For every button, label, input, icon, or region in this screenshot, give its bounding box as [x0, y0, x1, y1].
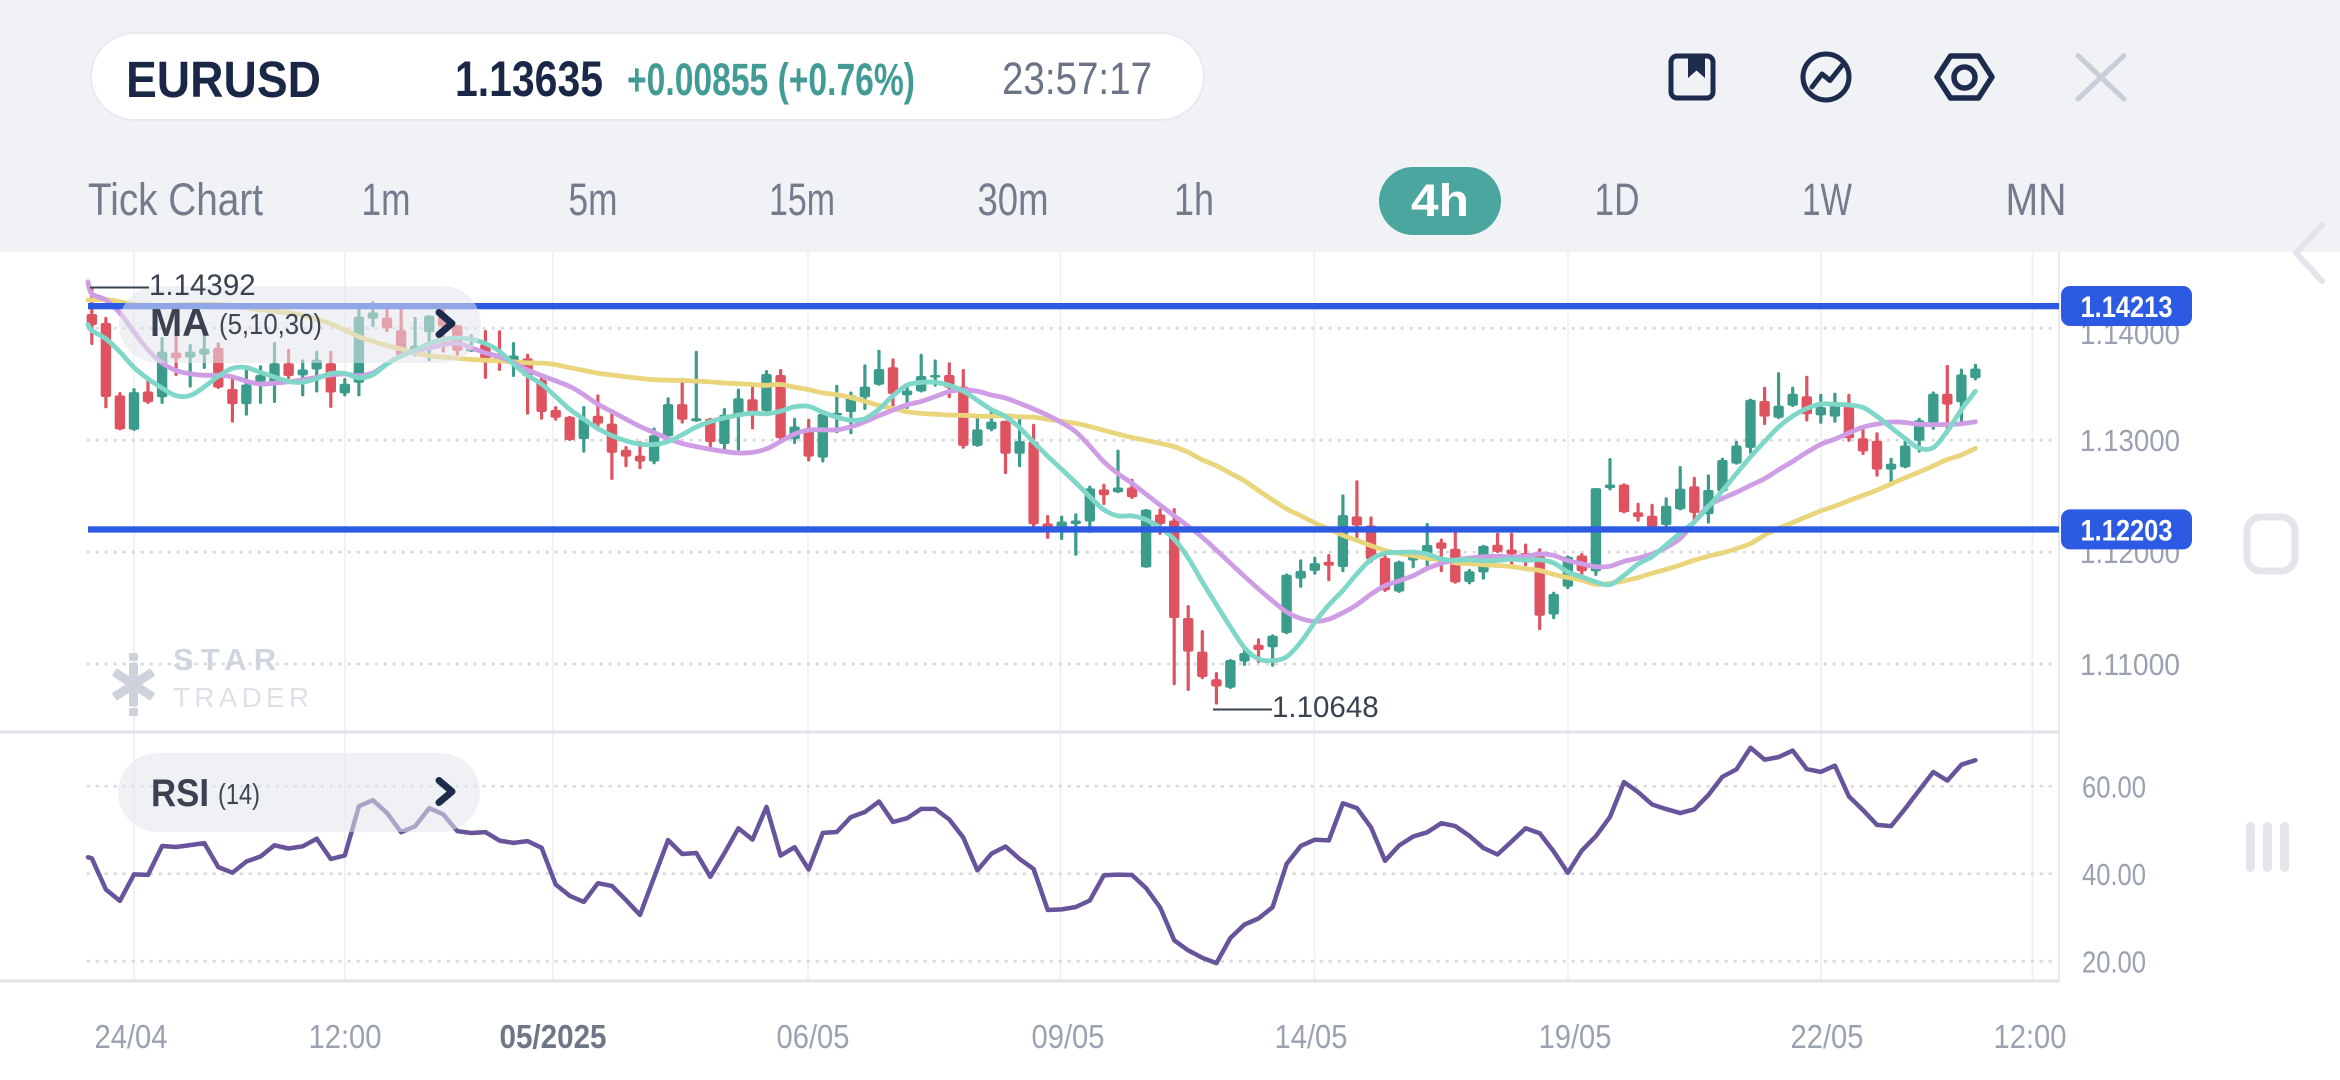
svg-text:5m: 5m — [569, 174, 618, 225]
svg-text:1h: 1h — [1174, 174, 1214, 225]
svg-text:09/05: 09/05 — [1032, 1018, 1105, 1055]
svg-text:1D: 1D — [1595, 174, 1640, 225]
svg-text:12:00: 12:00 — [1994, 1018, 2067, 1055]
svg-text:40.00: 40.00 — [2082, 857, 2146, 892]
svg-text:——1.10648: ——1.10648 — [1213, 691, 1379, 724]
svg-text:1W: 1W — [1802, 174, 1852, 225]
svg-text:4h: 4h — [1411, 175, 1469, 226]
svg-text:20.00: 20.00 — [2082, 944, 2146, 979]
svg-text:1.13635: 1.13635 — [455, 51, 603, 107]
svg-text:05/2025: 05/2025 — [500, 1018, 607, 1055]
svg-text:+0.00855 (+0.76%): +0.00855 (+0.76%) — [627, 54, 915, 105]
svg-text:30m: 30m — [978, 174, 1049, 225]
svg-text:TRADER: TRADER — [173, 682, 313, 713]
svg-text:1.12203: 1.12203 — [2081, 514, 2173, 547]
svg-text:06/05: 06/05 — [777, 1018, 850, 1055]
svg-text:15m: 15m — [769, 174, 835, 225]
svg-text:14/05: 14/05 — [1275, 1018, 1348, 1055]
svg-text:1m: 1m — [362, 174, 411, 225]
svg-text:24/04: 24/04 — [95, 1018, 168, 1055]
svg-text:12:00: 12:00 — [309, 1018, 382, 1055]
svg-text:MA: MA — [150, 302, 210, 345]
svg-text:Tick Chart: Tick Chart — [88, 174, 263, 225]
svg-text:60.00: 60.00 — [2082, 769, 2146, 804]
svg-text:EURUSD: EURUSD — [126, 51, 321, 108]
svg-text:——1.14392: ——1.14392 — [90, 269, 256, 302]
svg-text:1.14213: 1.14213 — [2081, 291, 2173, 324]
svg-text:STAR: STAR — [173, 642, 283, 677]
svg-text:19/05: 19/05 — [1539, 1018, 1612, 1055]
svg-text:1.11000: 1.11000 — [2080, 647, 2180, 682]
svg-text:RSI: RSI — [151, 772, 209, 815]
svg-text:(14): (14) — [218, 779, 260, 811]
svg-text:22/05: 22/05 — [1791, 1018, 1864, 1055]
svg-text:(5,10,30): (5,10,30) — [219, 309, 322, 341]
svg-text:1.13000: 1.13000 — [2080, 423, 2180, 458]
svg-text:23:57:17: 23:57:17 — [1002, 53, 1152, 104]
svg-text:MN: MN — [2006, 174, 2067, 225]
